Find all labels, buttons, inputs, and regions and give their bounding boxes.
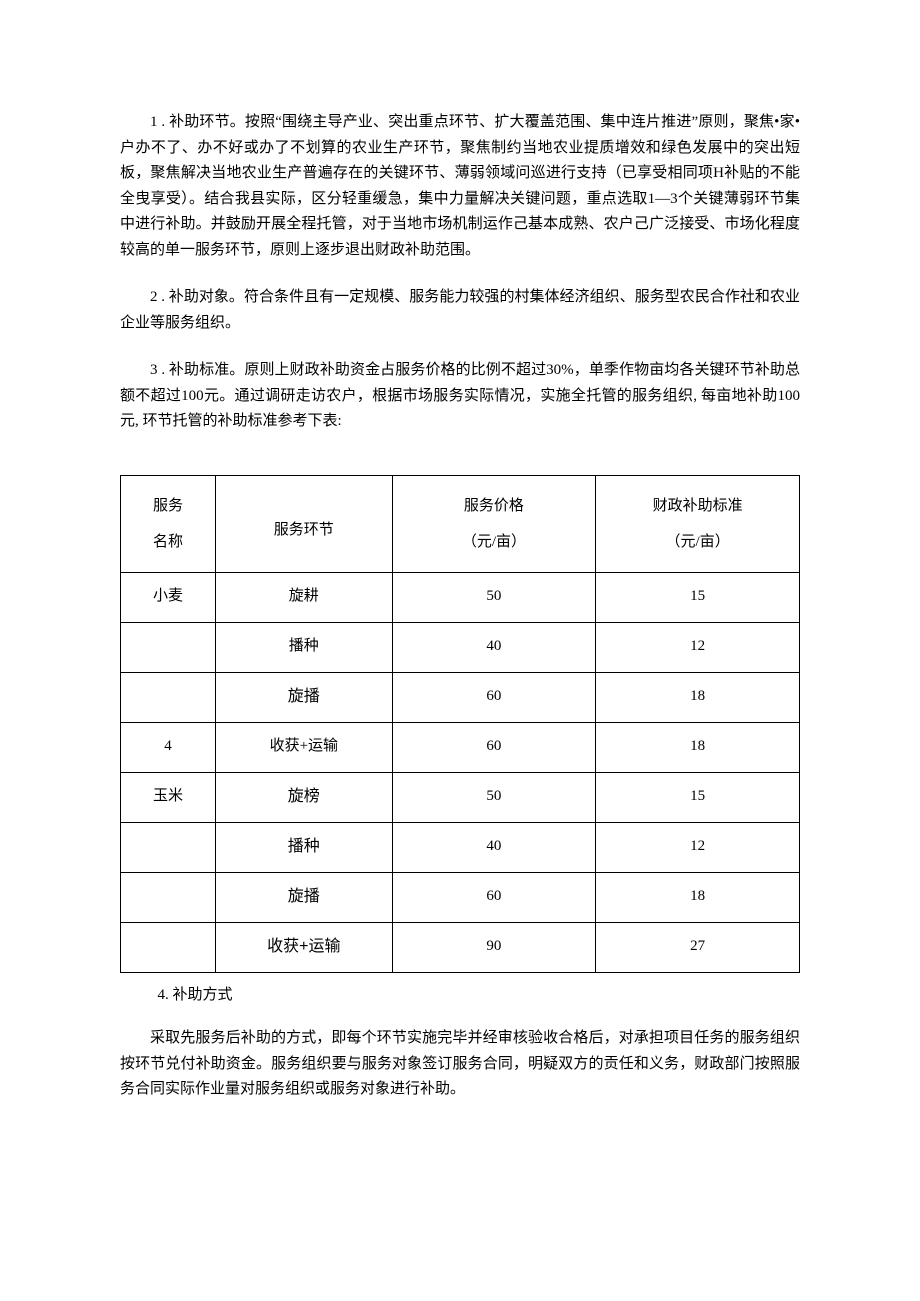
cell-link: 播种 <box>216 822 393 872</box>
table-row: 4 收获+运输 60 18 <box>121 722 800 772</box>
cell-link: 收获+运输 <box>216 922 393 972</box>
cell-price: 60 <box>392 722 596 772</box>
cell-link: 收获+运输 <box>216 722 393 772</box>
cell-name <box>121 872 216 922</box>
cell-link: 旋播 <box>216 672 393 722</box>
paragraph-1: 1 . 补助环节。按照“围绕主导产业、突出重点环节、扩大覆盖范围、集中连片推进”… <box>120 110 800 263</box>
cell-link: 旋播 <box>216 872 393 922</box>
cell-price: 60 <box>392 872 596 922</box>
cell-name <box>121 922 216 972</box>
table-row: 播种 40 12 <box>121 822 800 872</box>
subsidy-table: 服务 服务环节 服务价格 财政补助标准 名称 （元/亩） （元/亩） 小麦 旋耕… <box>120 475 800 973</box>
paragraph-2: 2 . 补助对象。符合条件且有一定规模、服务能力较强的村集体经济组织、服务型农民… <box>120 285 800 336</box>
cell-name <box>121 622 216 672</box>
cell-name <box>121 672 216 722</box>
cell-subsidy: 27 <box>596 922 800 972</box>
table-row: 玉米 旋榜 50 15 <box>121 772 800 822</box>
table-row: 旋播 60 18 <box>121 872 800 922</box>
cell-name: 小麦 <box>121 572 216 622</box>
cell-subsidy: 18 <box>596 722 800 772</box>
cell-link: 播种 <box>216 622 393 672</box>
cell-subsidy: 15 <box>596 772 800 822</box>
table-row: 旋播 60 18 <box>121 672 800 722</box>
table-row: 收获+运输 90 27 <box>121 922 800 972</box>
paragraph-4-title: 4. 补助方式 <box>120 983 800 1009</box>
table-row: 播种 40 12 <box>121 622 800 672</box>
header-subsidy-standard-top: 财政补助标准 <box>596 475 800 524</box>
cell-price: 40 <box>392 822 596 872</box>
cell-price: 60 <box>392 672 596 722</box>
header-service-price-top: 服务价格 <box>392 475 596 524</box>
header-service-name-top: 服务 <box>121 475 216 524</box>
header-service-link: 服务环节 <box>216 475 393 572</box>
cell-price: 90 <box>392 922 596 972</box>
cell-subsidy: 12 <box>596 622 800 672</box>
cell-name: 玉米 <box>121 772 216 822</box>
cell-name: 4 <box>121 722 216 772</box>
cell-link: 旋耕 <box>216 572 393 622</box>
cell-price: 50 <box>392 572 596 622</box>
paragraph-3: 3 . 补助标准。原则上财政补助资金占服务价格的比例不超过30%，单季作物亩均各… <box>120 358 800 435</box>
table-row: 小麦 旋耕 50 15 <box>121 572 800 622</box>
header-service-price-bottom: （元/亩） <box>392 524 596 573</box>
cell-subsidy: 18 <box>596 672 800 722</box>
table-header-row-top: 服务 服务环节 服务价格 财政补助标准 <box>121 475 800 524</box>
header-subsidy-standard-bottom: （元/亩） <box>596 524 800 573</box>
cell-price: 50 <box>392 772 596 822</box>
cell-link: 旋榜 <box>216 772 393 822</box>
cell-name <box>121 822 216 872</box>
paragraph-4-body: 采取先服务后补助的方式，即每个环节实施完毕并经审核验收合格后，对承担项目任务的服… <box>120 1026 800 1103</box>
header-service-name-bottom: 名称 <box>121 524 216 573</box>
subsidy-table-container: 服务 服务环节 服务价格 财政补助标准 名称 （元/亩） （元/亩） 小麦 旋耕… <box>120 475 800 973</box>
cell-subsidy: 18 <box>596 872 800 922</box>
cell-subsidy: 15 <box>596 572 800 622</box>
cell-subsidy: 12 <box>596 822 800 872</box>
cell-price: 40 <box>392 622 596 672</box>
